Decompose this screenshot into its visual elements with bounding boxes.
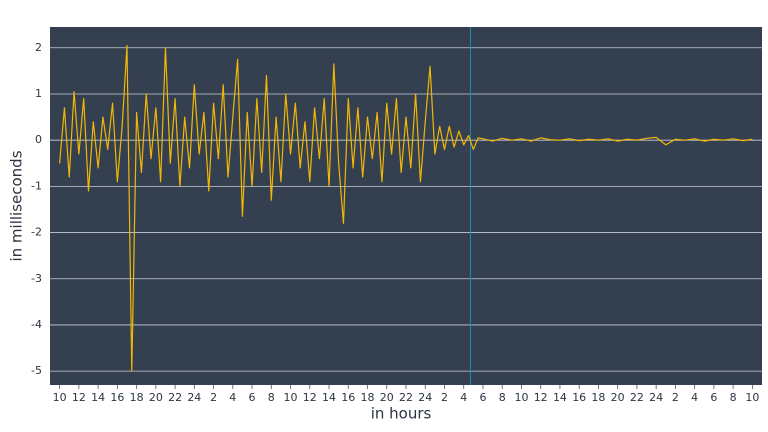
x-tick-label: 12 (303, 391, 317, 404)
data-line (59, 44, 753, 372)
y-tick-label: 2 (35, 41, 42, 54)
x-tick-label: 20 (380, 391, 394, 404)
x-axis-label: in hours (371, 405, 432, 423)
x-tick-label: 22 (630, 391, 644, 404)
x-tick-label: 12 (534, 391, 548, 404)
x-tick-label: 16 (341, 391, 355, 404)
y-tick-label: -4 (31, 318, 42, 331)
x-tick-label: 24 (649, 391, 663, 404)
x-tick-label: 24 (187, 391, 201, 404)
x-tick-label: 10 (745, 391, 759, 404)
y-tick-label: -2 (31, 226, 42, 239)
x-tick-label: 16 (110, 391, 124, 404)
x-tick-label: 18 (130, 391, 144, 404)
x-tick-label: 22 (168, 391, 182, 404)
x-tick-label: 14 (91, 391, 105, 404)
x-tick-label: 6 (710, 391, 717, 404)
y-tick-label: 0 (35, 133, 42, 146)
x-tick-label: 10 (53, 391, 67, 404)
x-tick-label: 10 (284, 391, 298, 404)
x-tick-label: 22 (399, 391, 413, 404)
x-tick-label: 8 (730, 391, 737, 404)
x-tick-label: 8 (268, 391, 275, 404)
x-tick-label: 4 (460, 391, 467, 404)
x-tick-label: 24 (418, 391, 432, 404)
x-tick-label: 14 (322, 391, 336, 404)
x-tick-label: 20 (149, 391, 163, 404)
x-tick-label: 6 (249, 391, 256, 404)
x-tick-label: 2 (210, 391, 217, 404)
x-tick-label: 12 (72, 391, 86, 404)
x-tick-label: 6 (479, 391, 486, 404)
x-tick-label: 2 (441, 391, 448, 404)
x-tick-label: 20 (611, 391, 625, 404)
x-tick-label: 10 (514, 391, 528, 404)
x-tick-label: 2 (672, 391, 679, 404)
x-tick-label: 16 (572, 391, 586, 404)
y-tick-label: -5 (31, 364, 42, 377)
x-tick-label: 4 (229, 391, 236, 404)
y-tick-label: -1 (31, 179, 42, 192)
x-tick-label: 8 (499, 391, 506, 404)
y-axis-label: in milliseconds (8, 150, 26, 261)
plot-area (50, 27, 762, 385)
x-tick-label: 18 (361, 391, 375, 404)
x-tick-label: 4 (691, 391, 698, 404)
y-tick-label: 1 (35, 87, 42, 100)
y-tick-label: -3 (31, 272, 42, 285)
x-tick-label: 14 (553, 391, 567, 404)
x-tick-label: 18 (591, 391, 605, 404)
